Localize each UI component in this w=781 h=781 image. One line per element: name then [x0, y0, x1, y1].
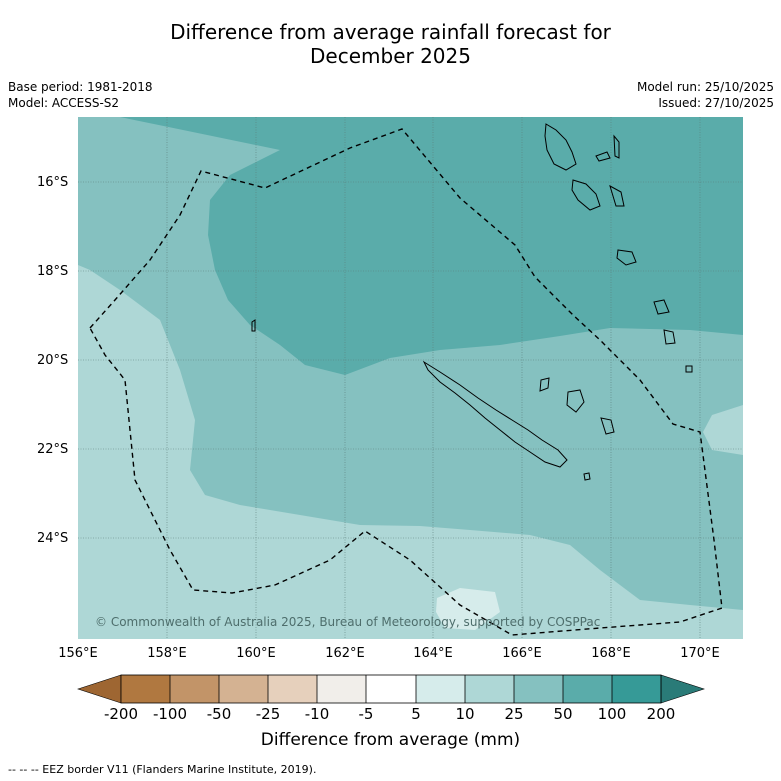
colorbar-label: 100	[597, 705, 627, 723]
lat-label-24s: 24°S	[37, 531, 69, 546]
lon-label-160e: 160°E	[236, 646, 276, 661]
meta-left: Base period: 1981-2018 Model: ACCESS-S2	[8, 79, 153, 111]
model-name: Model: ACCESS-S2	[8, 96, 120, 110]
colorbar-label: -25	[255, 705, 281, 723]
loyalty-island-1	[539, 377, 550, 392]
vanuatu-pentecost	[609, 184, 625, 207]
colorbar-swatch-7	[416, 675, 465, 703]
colorbar-label: -100	[152, 705, 188, 723]
colorbar-swatch-6	[366, 675, 416, 703]
meta-right: Model run: 25/10/2025 Issued: 27/10/2025	[637, 79, 774, 111]
lon-label-166e: 166°E	[502, 646, 542, 661]
colorbar-extend-high	[660, 674, 705, 704]
colorbar-swatch-2	[170, 675, 219, 703]
loyalty-island-3	[600, 417, 615, 435]
colorbar	[77, 674, 705, 704]
colorbar-label: -50	[206, 705, 232, 723]
band-50-100	[120, 117, 743, 375]
colorbar-label: 200	[646, 705, 676, 723]
colorbar-swatch-10	[563, 675, 612, 703]
lon-label-168e: 168°E	[591, 646, 631, 661]
vanuatu-erromango	[653, 299, 670, 315]
lat-label-18s: 18°S	[37, 264, 69, 279]
colorbar-label: -200	[103, 705, 139, 723]
loyalty-island-2	[566, 389, 585, 413]
colorbar-label: 25	[504, 705, 524, 723]
vanuatu-espiritu-santo	[544, 123, 577, 171]
lon-label-164e: 164°E	[413, 646, 453, 661]
vanuatu-maewo	[613, 134, 620, 159]
vanuatu-ambae	[595, 151, 611, 162]
band-10-25-east	[703, 405, 743, 455]
eez-border	[89, 128, 723, 636]
vanuatu-efate	[616, 249, 637, 266]
colorbar-label: 50	[553, 705, 573, 723]
colorbar-label: -10	[304, 705, 330, 723]
lon-label-158e: 158°E	[147, 646, 187, 661]
colorbar-swatch-9	[514, 675, 563, 703]
colorbar-swatch-5	[317, 675, 366, 703]
copyright-notice: © Commonwealth of Australia 2025, Bureau…	[95, 615, 600, 629]
colorbar-title: Difference from average (mm)	[260, 730, 521, 750]
colorbar-swatch-8	[465, 675, 514, 703]
vanuatu-aneityum	[685, 365, 693, 373]
lat-label-16s: 16°S	[37, 175, 69, 190]
lon-label-170e: 170°E	[680, 646, 720, 661]
colorbar-label: 10	[455, 705, 475, 723]
colorbar-label: 5	[411, 705, 421, 723]
vanuatu-malekula	[571, 179, 601, 211]
colorbar-label: -5	[358, 705, 374, 723]
new-caledonia-island	[422, 360, 568, 468]
lon-label-162e: 162°E	[325, 646, 365, 661]
colorbar-swatch-3	[219, 675, 268, 703]
title-line-2: December 2025	[310, 44, 471, 68]
isle-of-pines	[583, 472, 591, 481]
eez-legend-note: -- -- -- EEZ border V11 (Flanders Marine…	[8, 763, 317, 776]
coastlines	[251, 123, 693, 481]
colorbar-swatch-4	[268, 675, 317, 703]
colorbar-swatch-1	[121, 675, 170, 703]
colorbar-extend-low	[77, 674, 122, 704]
issued-date: Issued: 27/10/2025	[658, 96, 774, 110]
rainfall-field	[78, 117, 743, 639]
base-period: Base period: 1981-2018	[8, 80, 153, 94]
colorbar-swatch-11	[612, 675, 661, 703]
graticule	[78, 117, 743, 639]
lon-label-156e: 156°E	[58, 646, 98, 661]
map-title: Difference from average rainfall forecas…	[0, 20, 781, 68]
lat-label-20s: 20°S	[37, 353, 69, 368]
model-run: Model run: 25/10/2025	[636, 80, 774, 94]
title-line-1: Difference from average rainfall forecas…	[170, 20, 611, 44]
lat-label-22s: 22°S	[37, 442, 69, 457]
chesterfield-islet	[251, 319, 256, 332]
vanuatu-tanna	[663, 329, 676, 345]
